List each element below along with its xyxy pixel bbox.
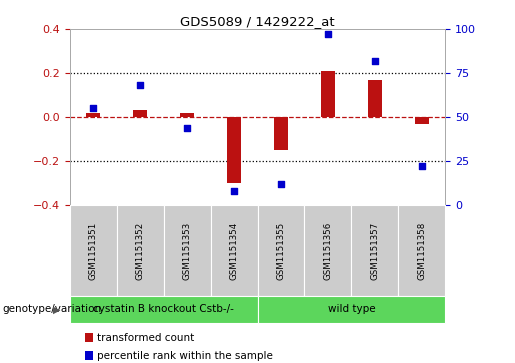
Point	[89, 105, 97, 111]
Bar	[133, 110, 147, 117]
Point	[230, 188, 238, 194]
Text: GSM1151357: GSM1151357	[370, 221, 380, 280]
Text: GSM1151354: GSM1151354	[230, 221, 238, 280]
Bar	[86, 113, 100, 117]
Bar	[180, 113, 194, 117]
Bar	[227, 117, 241, 183]
Text: cystatin B knockout Cstb-/-: cystatin B knockout Cstb-/-	[93, 305, 234, 314]
Point	[136, 82, 144, 88]
Text: wild type: wild type	[328, 305, 375, 314]
Bar	[368, 79, 382, 117]
Text: GSM1151356: GSM1151356	[323, 221, 333, 280]
Bar	[274, 117, 288, 150]
Point	[324, 32, 332, 37]
Point	[183, 125, 191, 131]
Text: GSM1151351: GSM1151351	[89, 221, 97, 280]
Bar	[321, 71, 335, 117]
Text: transformed count: transformed count	[97, 333, 195, 343]
Bar	[415, 117, 429, 124]
Text: GSM1151353: GSM1151353	[182, 221, 192, 280]
Title: GDS5089 / 1429222_at: GDS5089 / 1429222_at	[180, 15, 335, 28]
Point	[418, 163, 426, 169]
Point	[371, 58, 379, 64]
Text: GSM1151352: GSM1151352	[135, 221, 145, 280]
Text: GSM1151358: GSM1151358	[418, 221, 426, 280]
Text: GSM1151355: GSM1151355	[277, 221, 285, 280]
Text: ▶: ▶	[53, 305, 60, 314]
Text: genotype/variation: genotype/variation	[3, 305, 101, 314]
Text: percentile rank within the sample: percentile rank within the sample	[97, 351, 273, 361]
Point	[277, 181, 285, 187]
